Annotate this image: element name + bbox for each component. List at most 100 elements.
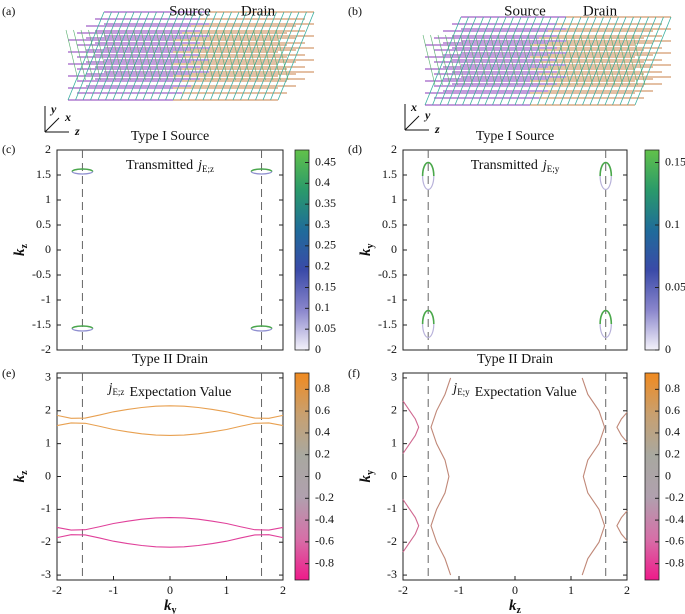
colorbar-tick-label: 0.35 [315,196,336,210]
colorbar-tick-label: -0.8 [665,555,684,569]
band-curve [402,400,420,454]
label-symbol: k [358,248,374,256]
y-tick-label: 3 [45,370,51,384]
lattice-bond [155,29,169,81]
plot-area [56,372,284,581]
lattice-bond [103,29,116,81]
label-subscript: E;z [202,164,214,174]
panel-label: (f) [348,366,360,380]
y-tick-label: 1.5 [382,167,397,181]
lattice-bond [462,16,499,106]
colorbar-tick-label: -0.6 [665,534,684,548]
x-tick-label: 1 [224,583,230,597]
y-tick-label: -1 [41,501,51,515]
lattice-bond [262,11,300,101]
lattice-bond [260,29,274,81]
lattice-bond [148,29,161,81]
lattice-bond [625,34,638,86]
lattice-bond [627,16,664,106]
label-subscript: z [517,605,522,614]
panel-label: (a) [2,4,15,18]
colorbar-tick-label: 0.05 [665,279,685,293]
lattice-bond [544,16,582,106]
axis-name: z [434,122,440,136]
y-tick-label: 0 [45,468,51,482]
lattice-bond [253,29,266,81]
lattice-bond [133,29,146,81]
axis-name: x [410,100,417,114]
chart-title: Type II Drain [477,352,553,367]
lattice-bond [163,29,176,81]
lattice-bond [424,16,462,106]
lattice-bond [595,34,608,86]
lattice-bond [180,11,217,101]
y-tick-label: 1 [391,192,397,206]
lattice-bond [170,29,184,81]
lattice-bond [110,29,124,81]
y-tick-label: -1 [387,292,397,306]
label-subscript: E;y [547,164,560,174]
lattice-bond [617,34,631,86]
lattice-bond [522,16,559,106]
lattice-bond [477,16,514,106]
lattice-bond [482,34,496,86]
lattice-bond [529,16,567,106]
lattice-bond [65,29,79,81]
label-subscript: E;y [457,387,470,397]
y-tick-label: -2 [387,534,397,548]
lattice-bond [95,29,109,81]
lattice-bond [507,16,544,106]
lattice-bond [460,34,473,86]
fermi-arc-high [250,168,273,172]
math-label: Transmitted jE;y [471,158,560,174]
axis-arrow [44,117,60,133]
label-subscript: z [19,244,30,249]
fermi-arc-high [71,325,94,329]
lattice-bond [557,34,571,86]
lattice-bond [452,34,466,86]
colorbar-tick-label: -0.2 [315,490,334,504]
lattice-bond [572,34,586,86]
y-tick-label: -0.5 [378,267,397,281]
x-tick-label: 0 [167,583,173,597]
y-tick-label: 0 [391,468,397,482]
y-tick-label: -1 [41,292,51,306]
lattice-bond [619,16,657,106]
lattice-bond [210,11,247,101]
lattice-bond [422,34,436,86]
lattice-bond [200,29,214,81]
lattice-bond [535,34,548,86]
lattice-bond [275,29,289,81]
band-curve [56,405,284,419]
lattice-bond [490,34,503,86]
lattice-bond [552,16,589,106]
colorbar-tick-label: 0.15 [315,279,336,293]
fermi-arc-high [599,309,613,325]
chart-title: Type I Source [476,129,554,144]
lattice-bond [80,29,94,81]
lattice-bond [497,34,511,86]
lattice-bond [580,34,593,86]
colorbar-tick-label: -0.8 [315,555,334,569]
colorbar-tick-label: 0.3 [315,217,330,231]
lattice-bond [178,29,191,81]
axis-name: y [423,108,431,122]
lattice-bond [589,16,627,106]
lattice-bond [514,16,552,106]
y-tick-label: -2 [387,342,397,356]
y-tick-label: 1 [391,435,397,449]
axis-label: kz [12,470,30,483]
lattice-bond [185,29,199,81]
colorbar-tick-label: 0.4 [315,175,330,189]
y-tick-label: 0 [45,242,51,256]
y-tick-label: 2 [45,142,51,156]
lattice-bond [634,16,672,106]
lattice-bond [232,11,270,101]
y-tick-label: -2 [41,534,51,548]
label-text: Expectation Value [129,385,231,400]
y-tick-label: -3 [41,567,51,581]
band-curve [430,377,452,576]
colorbar-tick-label: 0 [315,468,321,482]
lattice-bond [602,34,616,86]
